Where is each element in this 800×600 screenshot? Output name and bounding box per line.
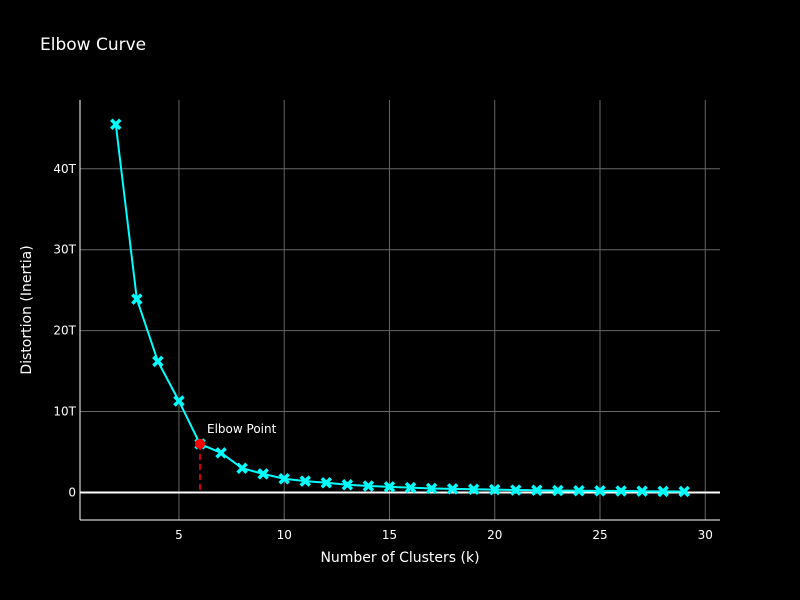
data-point-marker [467,483,480,495]
x-tick-label: 5 [175,528,183,542]
data-point-marker [636,485,648,497]
x-tick-label: 20 [487,528,502,542]
y-axis-title: Distortion (Inertia) [19,245,35,374]
y-tick-label: 0 [68,485,76,499]
x-tick-label: 10 [277,528,292,542]
x-axis-title: Number of Clusters (k) [320,550,479,566]
data-point-marker [320,477,333,489]
data-point-marker [278,472,290,485]
data-point-marker [173,395,185,407]
x-tick-label: 25 [592,528,607,542]
x-marker [341,479,354,491]
data-point-marker [236,462,248,474]
data-point-marker [552,484,564,497]
x-marker [278,472,290,485]
x-marker [110,118,122,131]
data-point-marker [131,293,143,305]
x-marker [362,480,375,492]
x-marker [215,447,227,459]
data-point-marker [383,481,396,493]
data-point-marker [488,483,501,496]
x-marker [131,293,143,305]
elbow-point-label: Elbow Point [207,422,277,436]
x-marker [173,395,185,407]
x-marker [615,485,627,497]
data-point-marker [425,482,438,495]
grid [80,100,720,520]
data-point-marker [657,485,669,498]
x-marker [404,481,417,494]
data-point-marker [510,484,522,496]
data-point-marker [404,481,417,494]
x-marker [573,484,585,497]
data-point-marker [257,468,269,480]
y-tick-label: 30T [53,243,76,257]
y-tick-label: 40T [53,162,76,176]
x-marker [594,485,606,497]
x-marker [510,484,522,496]
data-point-marker [152,355,164,368]
series-line [114,124,685,493]
data-point-marker [678,485,690,498]
data-point-marker [573,484,585,497]
x-marker [531,484,543,496]
x-marker [678,485,690,498]
x-marker [467,483,480,495]
data-point-marker [594,485,606,497]
data-point-marker [531,484,543,496]
x-marker [657,485,669,498]
x-marker [425,482,438,495]
data-point-marker [362,480,375,492]
x-marker [152,355,164,368]
data-point-marker [446,483,459,495]
x-marker [552,484,564,497]
tick-labels: 5 10 15 20 25 30 0 10T 20T 30T 40T [53,162,713,542]
x-marker [320,477,333,489]
y-tick-label: 20T [53,324,76,338]
elbow-point-marker [195,438,205,449]
x-marker [488,483,501,496]
x-marker [236,462,248,474]
data-point-marker [615,485,627,497]
chart-title: Elbow Curve [40,35,146,55]
x-marker [299,475,312,487]
data-point-marker [299,475,312,487]
x-marker [636,485,648,497]
x-marker [383,481,396,493]
elbow-annotation: Elbow Point [195,422,277,449]
x-tick-label: 15 [382,528,397,542]
axes [79,100,720,521]
x-marker [446,483,459,495]
data-point-marker [215,447,227,459]
x-tick-label: 30 [698,528,713,542]
data-point-marker [110,118,122,131]
data-point-marker [341,479,354,491]
x-marker [257,468,269,480]
y-tick-label: 10T [53,405,76,419]
